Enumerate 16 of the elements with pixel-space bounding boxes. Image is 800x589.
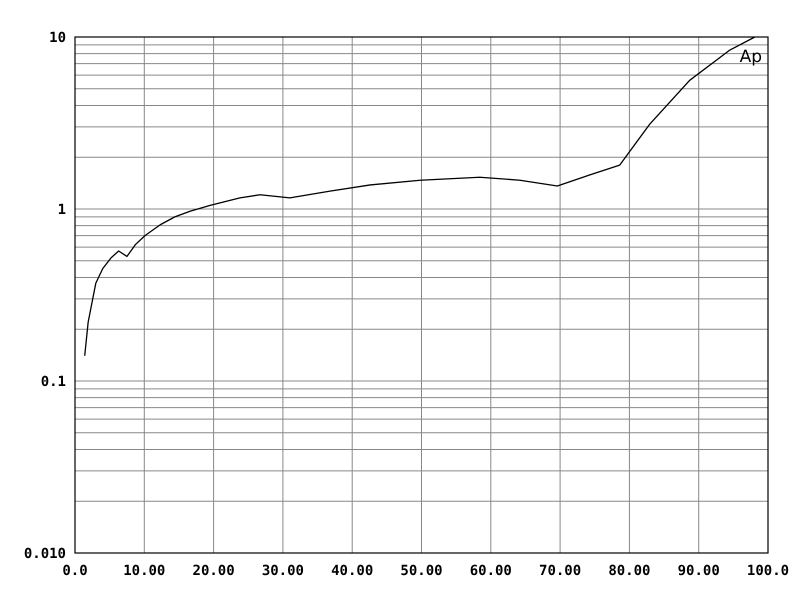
x-tick-label: 60.00 (470, 563, 512, 579)
x-tick-label: 0.0 (62, 563, 88, 579)
x-tick-label: 80.00 (608, 563, 650, 579)
x-tick-label: 10.00 (123, 563, 166, 579)
y-tick-label: 0.1 (40, 374, 66, 390)
x-tick-label: 90.00 (678, 563, 720, 579)
x-tick-label: 40.00 (331, 563, 374, 579)
x-tick-label: 70.00 (539, 563, 582, 579)
x-tick-label: 30.00 (262, 563, 304, 579)
x-tick-label: 100.0 (746, 563, 790, 579)
y-tick-label: 1 (58, 202, 66, 218)
x-tick-label: 50.00 (400, 563, 443, 579)
annotation: Ap (740, 47, 762, 67)
y-tick-label: 10 (49, 30, 66, 46)
x-tick-label: 20.00 (192, 563, 235, 579)
y-tick-label: 0.010 (24, 546, 66, 562)
